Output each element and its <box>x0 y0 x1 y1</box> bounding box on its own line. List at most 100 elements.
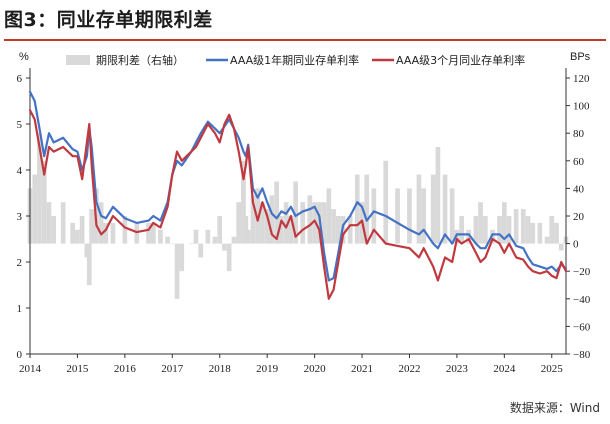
spread-bar <box>442 174 448 244</box>
spread-bar <box>364 174 370 244</box>
legend: 期限利差（右轴） AAA级1年期同业存单利率 AAA级3个月同业存单利率 <box>66 53 525 67</box>
spread-bar <box>497 216 502 244</box>
spread-bar <box>241 160 246 244</box>
spread-bar <box>354 174 360 244</box>
spread-bar <box>32 174 38 244</box>
title-underline <box>4 39 606 41</box>
right-tick-label: 60 <box>573 156 585 168</box>
spread-bar <box>222 243 227 251</box>
right-tick-label: 0 <box>573 239 579 251</box>
x-tick-label: 2015 <box>66 363 89 375</box>
spread-bar <box>198 243 204 258</box>
spread-bar <box>46 202 52 244</box>
spread-bar <box>151 222 156 244</box>
spread-bar <box>70 222 75 244</box>
spread-bar <box>478 202 483 244</box>
spread-bar <box>300 202 306 244</box>
x-tick-label: 2024 <box>493 363 516 375</box>
spread-bar <box>193 229 199 244</box>
spread-bar <box>110 222 116 244</box>
rate-lines <box>28 90 568 300</box>
spread-bar <box>205 229 211 244</box>
x-tick-label: 2016 <box>114 363 137 375</box>
x-tick-label: 2018 <box>209 363 232 375</box>
right-tick-label: 120 <box>573 73 590 85</box>
spread-bar <box>307 195 313 244</box>
right-tick-label: −40 <box>573 294 591 306</box>
left-tick-label: 4 <box>17 165 23 177</box>
right-tick-label: −60 <box>573 321 591 333</box>
right-tick-label: 80 <box>573 128 585 140</box>
aaa-1y-rate-line <box>28 90 568 282</box>
spread-bar <box>459 216 464 244</box>
x-tick-label: 2014 <box>19 363 42 375</box>
spread-bar <box>506 216 512 244</box>
spread-bar <box>283 202 289 244</box>
spread-bar <box>212 236 218 244</box>
spread-bar <box>421 188 426 244</box>
spread-bar <box>483 216 488 244</box>
spread-bar <box>41 160 47 244</box>
spread-bar <box>165 236 170 244</box>
spread-bar <box>158 229 163 244</box>
spread-bar <box>435 147 441 244</box>
left-tick-label: 3 <box>17 211 23 223</box>
x-tick-label: 2021 <box>351 363 373 375</box>
spread-bar <box>264 209 270 244</box>
spread-bar <box>513 209 519 244</box>
right-axis-unit: BPs <box>570 51 591 63</box>
spread-bar <box>395 188 400 244</box>
spread-bar <box>530 222 536 244</box>
spread-bar <box>250 195 256 244</box>
left-tick-label: 6 <box>17 73 23 85</box>
right-tick-label: 20 <box>573 211 585 223</box>
spread-bar <box>188 243 194 245</box>
spread-bar <box>37 133 42 244</box>
spread-bar <box>255 188 260 244</box>
spread-bars <box>27 133 569 299</box>
spread-bar <box>416 174 422 244</box>
spread-bar <box>84 243 90 258</box>
spread-bar <box>525 216 531 244</box>
legend-spread-label: 期限利差（右轴） <box>96 53 184 67</box>
spread-bar <box>231 236 237 244</box>
spread-bar <box>60 202 66 244</box>
aaa-3m-rate-line <box>28 109 568 300</box>
spread-bar <box>473 216 479 244</box>
spread-bar <box>274 181 279 244</box>
spread-bar <box>554 222 559 244</box>
spread-bar <box>75 229 80 244</box>
spread-bar <box>134 222 140 244</box>
spread-bar <box>146 222 151 244</box>
spread-bar <box>103 222 109 244</box>
spread-bar <box>449 188 455 244</box>
left-tick-label: 1 <box>17 303 23 315</box>
spread-bar <box>331 209 336 244</box>
right-tick-label: −20 <box>573 266 591 278</box>
legend-spread-swatch <box>66 55 90 65</box>
spread-bar <box>326 188 332 244</box>
x-tick-label: 2020 <box>304 363 327 375</box>
spread-bar <box>217 216 223 244</box>
x-tick-label: 2019 <box>256 363 279 375</box>
spread-bar <box>279 216 284 244</box>
spread-bar <box>430 174 436 244</box>
right-tick-label: −80 <box>573 349 591 361</box>
spread-bar <box>383 160 389 244</box>
left-axis-unit: % <box>19 51 29 63</box>
spread-bar <box>288 216 294 244</box>
spread-bar <box>79 216 85 244</box>
spread-bar <box>537 222 543 244</box>
left-tick-label: 5 <box>17 119 23 131</box>
right-tick-label: 100 <box>573 101 590 113</box>
spread-bar <box>466 229 472 244</box>
spread-bar <box>260 202 265 244</box>
spread-bar <box>347 216 353 244</box>
source-note: 数据来源：Wind <box>509 401 600 415</box>
spread-bar <box>236 202 241 244</box>
spread-bar <box>226 243 232 272</box>
legend-aaa-3m-label: AAA级3个月同业存单利率 <box>396 53 525 67</box>
spread-bar <box>407 188 412 244</box>
